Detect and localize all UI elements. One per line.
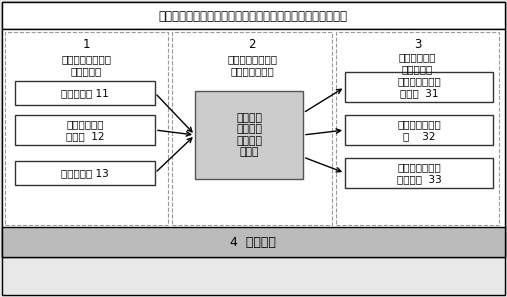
Bar	[15, 81, 155, 105]
Bar	[195, 91, 303, 179]
Bar	[15, 115, 155, 145]
Text: 激光扫描
仪参数自
适应设计
控制器: 激光扫描 仪参数自 适应设计 控制器	[236, 113, 262, 157]
Text: 激光扫描视场角
调节装置  33: 激光扫描视场角 调节装置 33	[396, 162, 442, 184]
Text: 3: 3	[414, 39, 421, 51]
Text: 脉冲重复频率调
节装置  31: 脉冲重复频率调 节装置 31	[397, 76, 441, 98]
Text: 地形特征及飞行参
数测量装置: 地形特征及飞行参 数测量装置	[61, 54, 112, 76]
Bar	[2, 227, 505, 257]
Text: 1: 1	[83, 39, 90, 51]
Bar	[345, 158, 493, 188]
Bar	[2, 29, 505, 257]
Text: 4  机载平台: 4 机载平台	[230, 236, 276, 249]
Text: 激光扫描仪 11: 激光扫描仪 11	[61, 88, 109, 98]
Text: 扫描频率调节装
置    32: 扫描频率调节装 置 32	[397, 119, 441, 141]
Bar	[15, 161, 155, 185]
Bar	[345, 115, 493, 145]
Text: 基于被测地形特点的机载激光雷达参数自适应调整系统组成图: 基于被测地形特点的机载激光雷达参数自适应调整系统组成图	[159, 10, 347, 23]
Bar	[336, 32, 499, 225]
Bar	[345, 72, 493, 102]
Text: 激光扫描仪参数自
适应设计控制器: 激光扫描仪参数自 适应设计控制器	[227, 54, 277, 76]
Bar	[2, 2, 505, 29]
Text: 激光扫描仪参
数调节装置: 激光扫描仪参 数调节装置	[399, 52, 436, 74]
Bar	[172, 32, 332, 225]
Bar	[5, 32, 168, 225]
Text: 航空照相机 13: 航空照相机 13	[61, 168, 109, 178]
Text: 飞机飞行速度
调量仪  12: 飞机飞行速度 调量仪 12	[66, 119, 104, 141]
Text: 2: 2	[248, 39, 256, 51]
